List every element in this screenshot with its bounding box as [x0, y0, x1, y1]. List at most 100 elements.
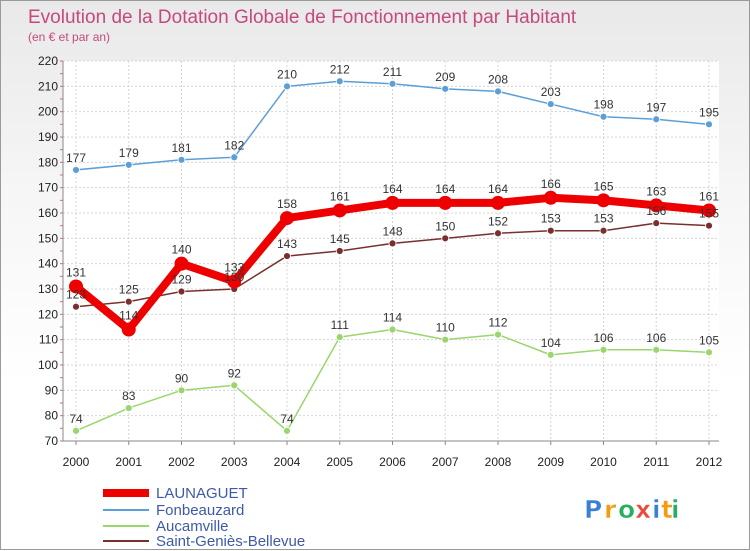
data-point-launaguet [596, 193, 611, 208]
data-point-aucamville [388, 325, 397, 334]
data-label-aucamville: 114 [383, 311, 402, 325]
logo-letter: x [635, 495, 651, 524]
data-label-launaguet: 131 [66, 265, 86, 279]
data-label-fonbeauzard: 211 [383, 65, 402, 79]
x-tick-label: 2006 [379, 455, 406, 469]
data-point-saint-geni-s-bellevue [652, 219, 661, 228]
plot-area [63, 61, 719, 441]
data-point-saint-geni-s-bellevue [388, 239, 397, 248]
data-label-fonbeauzard: 210 [277, 67, 297, 81]
logo-letter: i [652, 495, 661, 524]
data-label-fonbeauzard: 177 [66, 151, 86, 165]
logo-letter: o [618, 495, 635, 524]
data-label-launaguet: 161 [330, 189, 350, 203]
data-point-launaguet [649, 198, 664, 213]
data-label-aucamville: 111 [331, 318, 350, 332]
data-point-launaguet [280, 211, 294, 226]
data-point-saint-geni-s-bellevue [599, 226, 608, 235]
data-label-aucamville: 106 [593, 331, 613, 345]
x-tick-label: 2001 [115, 455, 142, 469]
data-point-fonbeauzard [335, 77, 344, 86]
data-label-saint-geni-s-bellevue: 129 [171, 273, 191, 287]
data-label-fonbeauzard: 209 [435, 70, 455, 84]
data-point-saint-geni-s-bellevue [494, 229, 502, 238]
data-point-launaguet [174, 256, 189, 271]
data-point-saint-geni-s-bellevue [124, 297, 133, 306]
data-label-fonbeauzard: 195 [699, 105, 719, 119]
data-label-saint-geni-s-bellevue: 155 [699, 207, 719, 221]
data-point-launaguet [438, 195, 453, 210]
data-point-saint-geni-s-bellevue [283, 252, 291, 260]
data-label-aucamville: 112 [488, 316, 507, 330]
data-label-saint-geni-s-bellevue: 145 [330, 232, 350, 246]
data-label-launaguet: 163 [646, 184, 666, 198]
data-label-saint-geni-s-bellevue: 148 [382, 224, 402, 238]
data-point-fonbeauzard [599, 112, 608, 121]
data-label-saint-geni-s-bellevue: 153 [541, 212, 561, 226]
y-tick-label: 130 [38, 282, 58, 296]
data-label-fonbeauzard: 197 [646, 100, 666, 114]
data-label-fonbeauzard: 208 [488, 72, 508, 86]
data-point-launaguet [702, 203, 716, 218]
data-label-aucamville: 90 [175, 371, 189, 385]
data-label-aucamville: 92 [228, 366, 242, 380]
data-point-fonbeauzard [124, 160, 133, 169]
y-tick-label: 220 [38, 54, 58, 68]
data-point-fonbeauzard [652, 115, 661, 124]
data-point-saint-geni-s-bellevue [177, 287, 186, 296]
label-layer: 177 179 181 182 210 212 211 209 208 203 198 197 195 7… [66, 62, 719, 426]
data-label-fonbeauzard: 212 [330, 62, 350, 76]
data-label-aucamville: 74 [69, 412, 83, 426]
data-point-fonbeauzard [441, 84, 450, 93]
data-point-saint-geni-s-bellevue [705, 221, 713, 230]
data-label-launaguet: 164 [488, 182, 508, 196]
y-tick-label: 160 [38, 206, 58, 220]
data-label-saint-geni-s-bellevue: 143 [277, 237, 297, 251]
data-point-fonbeauzard [177, 155, 186, 164]
data-point-fonbeauzard [72, 166, 80, 174]
data-point-fonbeauzard [283, 82, 291, 91]
data-point-saint-geni-s-bellevue [546, 226, 555, 235]
data-label-saint-geni-s-bellevue: 123 [66, 288, 86, 302]
axis-layer: 7080901001101201301401501601701801902002… [38, 54, 723, 469]
legend-label-aucamville: Aucamville [156, 518, 229, 535]
data-label-saint-geni-s-bellevue: 153 [593, 212, 613, 226]
legend: LAUNAGUETFonbeauzardAucamvilleSaint-Geni… [103, 485, 305, 550]
y-tick-label: 140 [38, 257, 58, 271]
x-tick-label: 2005 [326, 455, 353, 469]
data-label-fonbeauzard: 179 [119, 146, 139, 160]
data-point-aucamville [705, 348, 713, 357]
logo-letter: t [661, 495, 673, 524]
data-point-fonbeauzard [705, 120, 713, 129]
x-tick-label: 2002 [168, 455, 195, 469]
data-point-aucamville [230, 381, 239, 390]
x-tick-label: 2011 [643, 455, 669, 469]
data-point-aucamville [177, 386, 186, 395]
y-tick-label: 150 [38, 231, 58, 245]
legend-label-saint-geni-s-bellevue: Saint-Geniès-Bellevue [156, 533, 305, 550]
y-tick-label: 100 [38, 358, 58, 372]
data-point-launaguet [491, 195, 505, 210]
y-tick-label: 120 [38, 307, 58, 321]
chart-title: Evolution de la Dotation Globale de Fonc… [28, 7, 577, 28]
data-label-launaguet: 161 [699, 189, 719, 203]
data-label-fonbeauzard: 198 [593, 98, 613, 112]
data-point-launaguet [227, 274, 242, 289]
data-label-launaguet: 166 [541, 177, 561, 191]
data-point-saint-geni-s-bellevue [335, 247, 344, 255]
logo-letter: i [671, 495, 680, 524]
data-point-launaguet [543, 190, 558, 205]
data-point-aucamville [494, 330, 502, 339]
data-label-launaguet: 165 [593, 179, 613, 193]
data-point-fonbeauzard [388, 79, 397, 88]
y-tick-label: 180 [38, 155, 58, 169]
data-label-saint-geni-s-bellevue: 150 [435, 219, 455, 233]
x-tick-label: 2010 [590, 455, 617, 469]
data-point-saint-geni-s-bellevue [441, 234, 450, 243]
series-layer [69, 77, 716, 435]
data-label-launaguet: 164 [435, 182, 455, 196]
data-label-launaguet: 133 [224, 260, 244, 274]
y-tick-label: 110 [39, 333, 58, 347]
